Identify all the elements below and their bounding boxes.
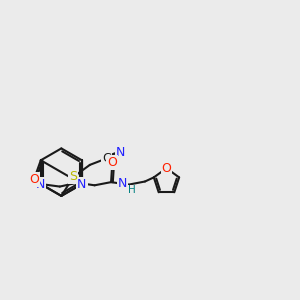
Text: N: N [77,178,87,190]
Text: O: O [29,173,39,186]
Text: O: O [161,162,171,175]
Text: S: S [69,170,77,183]
Text: N: N [36,178,46,190]
Text: N: N [118,177,127,190]
Text: H: H [128,185,136,195]
Text: C: C [102,152,111,165]
Text: O: O [107,156,117,169]
Text: N: N [116,146,126,159]
